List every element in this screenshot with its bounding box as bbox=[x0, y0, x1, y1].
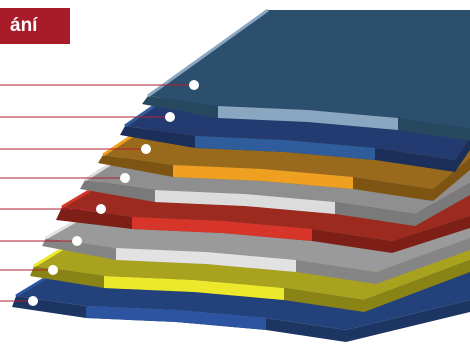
layer-marker-4 bbox=[120, 173, 130, 183]
layer-gray-highlight bbox=[155, 190, 335, 214]
layer-orange-highlight bbox=[173, 165, 353, 189]
layer-marker-3 bbox=[141, 144, 151, 154]
header-label: ání bbox=[10, 15, 38, 36]
layer-marker-2 bbox=[165, 112, 175, 122]
layer-red-highlight bbox=[132, 217, 312, 241]
layer-yellow-highlight bbox=[104, 276, 284, 300]
layer-marker-7 bbox=[48, 265, 58, 275]
header-tag: ání bbox=[0, 8, 70, 44]
layer-top-blue bbox=[142, 8, 470, 141]
layer-marker-5 bbox=[96, 204, 106, 214]
layer-top-blue-highlight bbox=[218, 106, 398, 130]
layer-marker-1 bbox=[189, 80, 199, 90]
layer-light-gray-highlight bbox=[116, 248, 296, 272]
layer-bottom-blue-highlight bbox=[86, 306, 266, 330]
layer-marker-6 bbox=[72, 236, 82, 246]
layer-navy-highlight bbox=[195, 136, 375, 160]
layer-top-blue-rim bbox=[147, 8, 269, 98]
layer-marker-8 bbox=[28, 296, 38, 306]
